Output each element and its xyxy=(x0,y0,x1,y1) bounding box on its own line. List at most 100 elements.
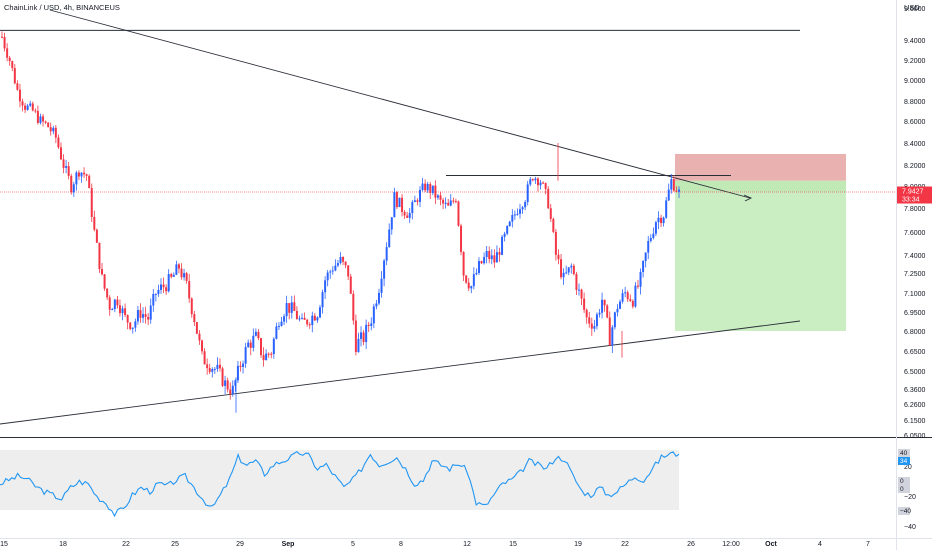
candle xyxy=(383,258,386,287)
candle xyxy=(147,313,150,325)
candle xyxy=(298,315,301,322)
candle xyxy=(580,288,583,306)
candle xyxy=(303,312,306,320)
candle-body xyxy=(170,274,173,277)
candle-body xyxy=(390,217,393,230)
price-tick-label: 6.8000 xyxy=(904,329,926,336)
candle-body xyxy=(460,225,463,252)
price-tick-label: 6.2600 xyxy=(904,402,926,409)
candle xyxy=(324,276,327,299)
candle-body xyxy=(521,207,524,210)
candle xyxy=(306,318,309,327)
candle-body xyxy=(44,121,47,123)
price-tick-label: 6.3600 xyxy=(904,387,926,394)
candle-body xyxy=(290,302,293,313)
candle-body xyxy=(216,364,219,369)
candle-body xyxy=(101,269,104,275)
candle xyxy=(311,311,314,333)
candle xyxy=(265,349,268,361)
candle-body xyxy=(385,247,388,261)
trade-zones[interactable] xyxy=(675,154,846,331)
candle xyxy=(349,273,352,295)
candle xyxy=(36,105,39,125)
candle xyxy=(626,290,629,302)
price-tick-label: 8.8000 xyxy=(904,99,926,106)
candle-body xyxy=(560,259,563,278)
candle xyxy=(103,273,106,291)
rsi-tick-label: −20 xyxy=(904,494,916,501)
candle-body xyxy=(142,314,145,318)
candle xyxy=(549,203,552,222)
time-tick-label: 22 xyxy=(122,541,130,548)
candle xyxy=(636,279,639,289)
candle xyxy=(613,311,616,330)
candle-body xyxy=(267,353,270,355)
candle xyxy=(357,332,360,353)
symbol-title: ChainLink / USD, 4h, BINANCEUS xyxy=(4,3,120,12)
time-tick-label: 22 xyxy=(621,541,629,548)
candle-body xyxy=(547,188,550,209)
candle-body xyxy=(18,89,21,102)
candle xyxy=(526,180,529,206)
candle-body xyxy=(393,192,396,218)
drawings[interactable] xyxy=(0,9,896,425)
candle-body xyxy=(201,340,204,352)
candle-body xyxy=(157,289,160,294)
candle xyxy=(62,154,65,174)
candle-body xyxy=(624,292,627,294)
candle-body xyxy=(593,326,596,329)
candle xyxy=(113,298,116,313)
candle xyxy=(70,173,73,195)
candle-body xyxy=(626,292,629,300)
candle xyxy=(277,322,280,330)
candle-body xyxy=(3,36,6,49)
candle-body xyxy=(434,185,437,198)
candle xyxy=(154,293,157,302)
candle-body xyxy=(285,303,288,317)
candle-body xyxy=(662,217,665,224)
candle-body xyxy=(324,280,327,293)
candle xyxy=(218,358,221,372)
candle xyxy=(567,267,570,276)
candle xyxy=(552,217,555,234)
candle-body xyxy=(616,308,619,313)
candle-body xyxy=(159,284,162,290)
candle-body xyxy=(6,48,9,58)
candle xyxy=(95,228,98,244)
rsi-badge-label: 34 xyxy=(900,458,908,465)
candle xyxy=(544,182,547,195)
candle-body xyxy=(480,261,483,264)
candle xyxy=(183,268,186,281)
candle xyxy=(670,173,673,194)
candle-body xyxy=(331,270,334,272)
candle-body xyxy=(236,365,239,381)
candle xyxy=(31,101,34,112)
candle-body xyxy=(147,316,150,320)
candle xyxy=(288,303,291,320)
candle xyxy=(598,309,601,318)
candle-body xyxy=(475,272,478,275)
candle xyxy=(121,305,124,321)
candle-body xyxy=(672,179,675,191)
candle-body xyxy=(80,172,83,177)
candle xyxy=(208,363,211,374)
candle xyxy=(201,339,204,355)
time-axis[interactable]: 15 18 22 25 29 Sep 5 8 12 15 19 22 26 12:00 Oct 4 7 xyxy=(0,541,870,548)
rsi-value-badge xyxy=(898,449,910,457)
candle xyxy=(318,304,321,319)
candle-body xyxy=(567,267,570,273)
candle xyxy=(342,256,345,265)
candle-body xyxy=(65,166,68,168)
candle-body xyxy=(62,159,65,168)
candle xyxy=(77,170,80,181)
candle xyxy=(229,382,232,400)
candle xyxy=(388,223,391,248)
candle-body xyxy=(352,293,355,321)
candle xyxy=(72,181,75,197)
candle xyxy=(501,234,504,256)
price-axis[interactable]: 9.6000 9.4000 9.2000 9.0000 8.8000 8.6000 8.40… xyxy=(897,6,932,440)
candle-body xyxy=(152,293,155,306)
